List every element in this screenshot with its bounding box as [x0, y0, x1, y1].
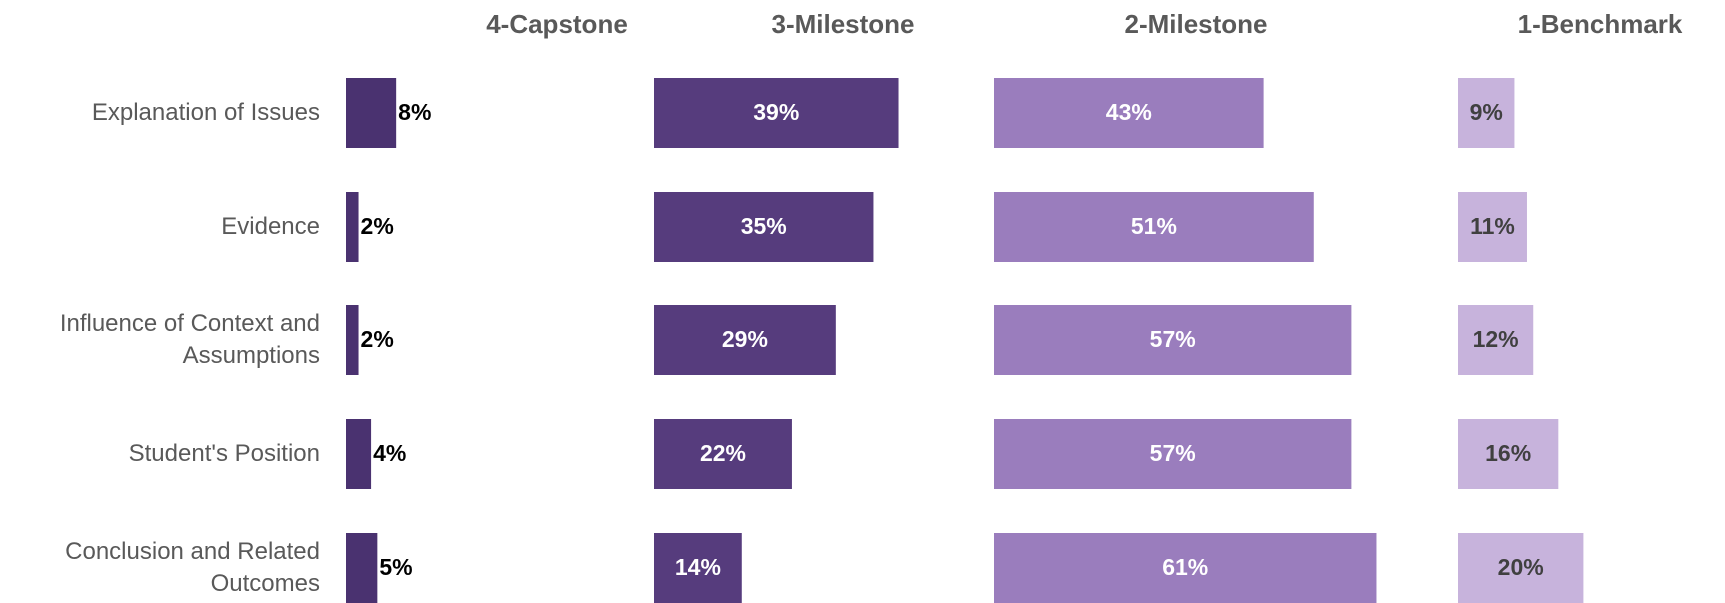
bar	[654, 305, 836, 375]
category-label: Student's Position	[128, 440, 320, 467]
value-label: 29%	[722, 326, 768, 352]
bar	[346, 533, 378, 603]
panel-header: 2-Milestone	[1124, 9, 1267, 39]
bar	[654, 78, 899, 148]
value-label: 57%	[1150, 326, 1196, 352]
category-label: Evidence	[221, 213, 320, 240]
bar	[346, 78, 397, 148]
bar	[346, 419, 372, 489]
value-label: 4%	[373, 440, 406, 466]
value-label: 12%	[1473, 326, 1519, 352]
value-label: 57%	[1150, 440, 1196, 466]
value-label: 14%	[675, 554, 721, 580]
bar	[1458, 419, 1559, 489]
bar	[654, 419, 792, 489]
bar	[994, 533, 1377, 603]
bar	[994, 192, 1314, 262]
value-label: 61%	[1162, 554, 1208, 580]
value-label: 51%	[1131, 213, 1177, 239]
bar	[346, 192, 359, 262]
value-label: 9%	[1470, 99, 1503, 125]
value-label: 5%	[379, 554, 412, 580]
value-label: 20%	[1498, 554, 1544, 580]
category-label: Explanation of Issues	[91, 99, 320, 126]
bar	[994, 305, 1352, 375]
bar	[346, 305, 359, 375]
bar	[1458, 78, 1515, 148]
bar	[654, 192, 874, 262]
panel-header: 3-Milestone	[771, 9, 914, 39]
bar	[994, 419, 1352, 489]
value-label: 2%	[361, 326, 394, 352]
panel-header: 4-Capstone	[486, 9, 628, 39]
value-label: 2%	[361, 213, 394, 239]
bar	[654, 533, 742, 603]
bar	[1458, 192, 1527, 262]
category-label: Conclusion and Related Outcomes	[65, 538, 320, 597]
panel-header: 1-Benchmark	[1518, 9, 1683, 39]
value-label: 8%	[398, 99, 431, 125]
bar	[1458, 533, 1584, 603]
value-label: 35%	[741, 213, 787, 239]
category-label: Influence of Context and Assumptions	[59, 310, 320, 369]
value-label: 22%	[700, 440, 746, 466]
value-label: 11%	[1470, 213, 1515, 239]
bar	[994, 78, 1264, 148]
value-label: 16%	[1485, 440, 1531, 466]
bar	[1458, 305, 1534, 375]
value-label: 43%	[1106, 99, 1152, 125]
value-label: 39%	[753, 99, 799, 125]
